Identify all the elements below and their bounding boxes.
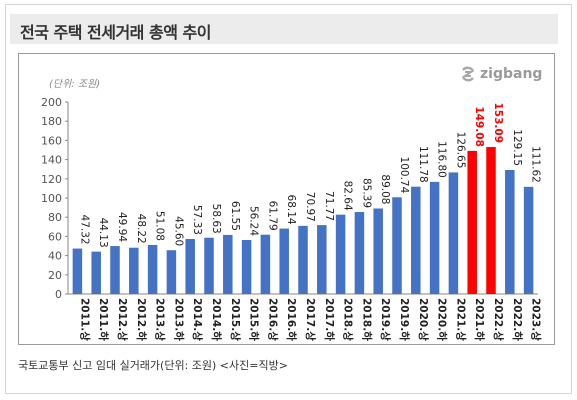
- bar: [91, 251, 101, 294]
- x-category-label: 2017.상: [304, 298, 317, 341]
- x-category-label: 2014.하: [210, 298, 223, 341]
- x-category-label: 2018.상: [342, 298, 355, 341]
- x-category-label: 2021.하: [473, 298, 486, 341]
- y-tick-label: 200: [41, 96, 62, 109]
- bar: [373, 208, 383, 294]
- page-title: 전국 주택 전세거래 총액 추이: [20, 23, 211, 42]
- bar: [147, 244, 158, 294]
- bar-value-label: 58.63: [210, 204, 222, 234]
- bar: [523, 186, 534, 294]
- x-category-label: 2013.하: [172, 298, 185, 341]
- x-category-label: 2014.상: [191, 298, 204, 341]
- y-tick-label: 160: [41, 134, 62, 147]
- x-category-label: 2023.상: [530, 298, 543, 341]
- bar: [279, 228, 289, 294]
- x-category-label: 2015.하: [248, 298, 261, 341]
- bar-value-label: 48.22: [135, 214, 147, 244]
- bar-value-label: 71.77: [323, 191, 335, 221]
- x-category-label: 2019.상: [379, 298, 392, 341]
- x-category-label: 2020.상: [417, 298, 430, 341]
- y-tick-label: 140: [41, 154, 62, 167]
- bar: [467, 150, 477, 294]
- bar-value-label: 57.33: [191, 205, 203, 235]
- bar-value-label: 100.74: [398, 157, 410, 194]
- y-tick-label: 100: [41, 192, 62, 205]
- y-tick-label: 80: [48, 211, 62, 224]
- bar-value-label: 61.79: [266, 201, 278, 231]
- x-category-label: 2011.상: [78, 298, 91, 341]
- bar-value-label: 51.08: [154, 211, 166, 241]
- x-category-label: 2018.하: [360, 298, 373, 341]
- x-category-label: 2015.상: [229, 298, 242, 341]
- bar: [354, 212, 365, 294]
- x-category-label: 2017.하: [323, 298, 336, 341]
- title-bar: 전국 주택 전세거래 총액 추이: [10, 14, 558, 44]
- bar-value-label: 116.80: [436, 141, 448, 178]
- bar-value-label: 49.94: [116, 212, 128, 242]
- y-tick-label: 20: [48, 269, 62, 282]
- bar-value-label: 68.14: [285, 195, 297, 225]
- x-category-label: 2022.하: [511, 298, 524, 341]
- bar-value-label: 153.09: [492, 103, 504, 144]
- bar-value-label: 70.97: [304, 192, 316, 222]
- bar-value-label: 56.24: [248, 206, 260, 236]
- x-category-label: 2021.상: [454, 298, 467, 341]
- bar: [448, 172, 459, 294]
- bar-value-label: 85.39: [360, 178, 372, 208]
- x-category-label: 2016.상: [266, 298, 279, 341]
- zigbang-logo-text: zigbang: [480, 66, 543, 82]
- y-tick-label: 60: [48, 230, 62, 243]
- bar: [166, 250, 177, 294]
- bar-value-label: 89.08: [379, 174, 391, 204]
- chart-box: [18, 53, 555, 345]
- bar-value-label: 111.62: [530, 146, 542, 183]
- content-frame: [5, 4, 572, 394]
- bar-value-label: 129.15: [511, 129, 523, 166]
- bar: [411, 186, 421, 294]
- bar: [72, 248, 83, 294]
- bar-value-label: 149.08: [473, 106, 485, 147]
- bar-value-label: 111.78: [417, 146, 429, 183]
- bar-value-label: 126.65: [454, 132, 466, 169]
- zigbang-logo-icon: [461, 66, 475, 82]
- y-tick-label: 0: [55, 288, 62, 301]
- bar: [335, 214, 346, 294]
- x-category-label: 2013.상: [154, 298, 167, 341]
- unit-label: (단위: 조원): [49, 79, 101, 90]
- x-category-label: 2022.상: [492, 298, 505, 341]
- bar: [505, 170, 515, 294]
- bar: [486, 147, 496, 294]
- bar: [110, 246, 120, 294]
- bar: [223, 234, 233, 294]
- bar-value-label: 44.13: [97, 218, 109, 248]
- y-tick-label: 180: [41, 115, 62, 128]
- zigbang-logo: zigbang: [460, 66, 542, 82]
- x-category-label: 2012.하: [135, 298, 148, 341]
- bar: [317, 225, 327, 294]
- x-category-label: 2020.하: [436, 298, 449, 341]
- x-category-label: 2012.상: [116, 298, 129, 341]
- bar: [204, 237, 214, 294]
- x-category-label: 2019.하: [398, 298, 411, 341]
- y-tick-label: 120: [41, 173, 62, 186]
- bar: [429, 181, 440, 294]
- bar-value-label: 47.32: [78, 215, 90, 245]
- bar-value-label: 61.55: [229, 201, 241, 231]
- bar: [185, 238, 195, 294]
- bar: [241, 240, 252, 294]
- bar-value-label: 82.64: [342, 181, 354, 211]
- bar: [129, 247, 139, 294]
- x-category-label: 2016.하: [285, 298, 298, 341]
- photo-caption: 국토교통부 신고 임대 실거래가(단위: 조원) <사진=직방>: [18, 359, 288, 372]
- y-tick-label: 40: [48, 250, 62, 263]
- bar-value-label: 45.60: [172, 216, 184, 246]
- bar: [260, 234, 271, 294]
- bar: [298, 225, 308, 294]
- bar: [392, 197, 402, 294]
- x-category-label: 2011.하: [97, 298, 110, 341]
